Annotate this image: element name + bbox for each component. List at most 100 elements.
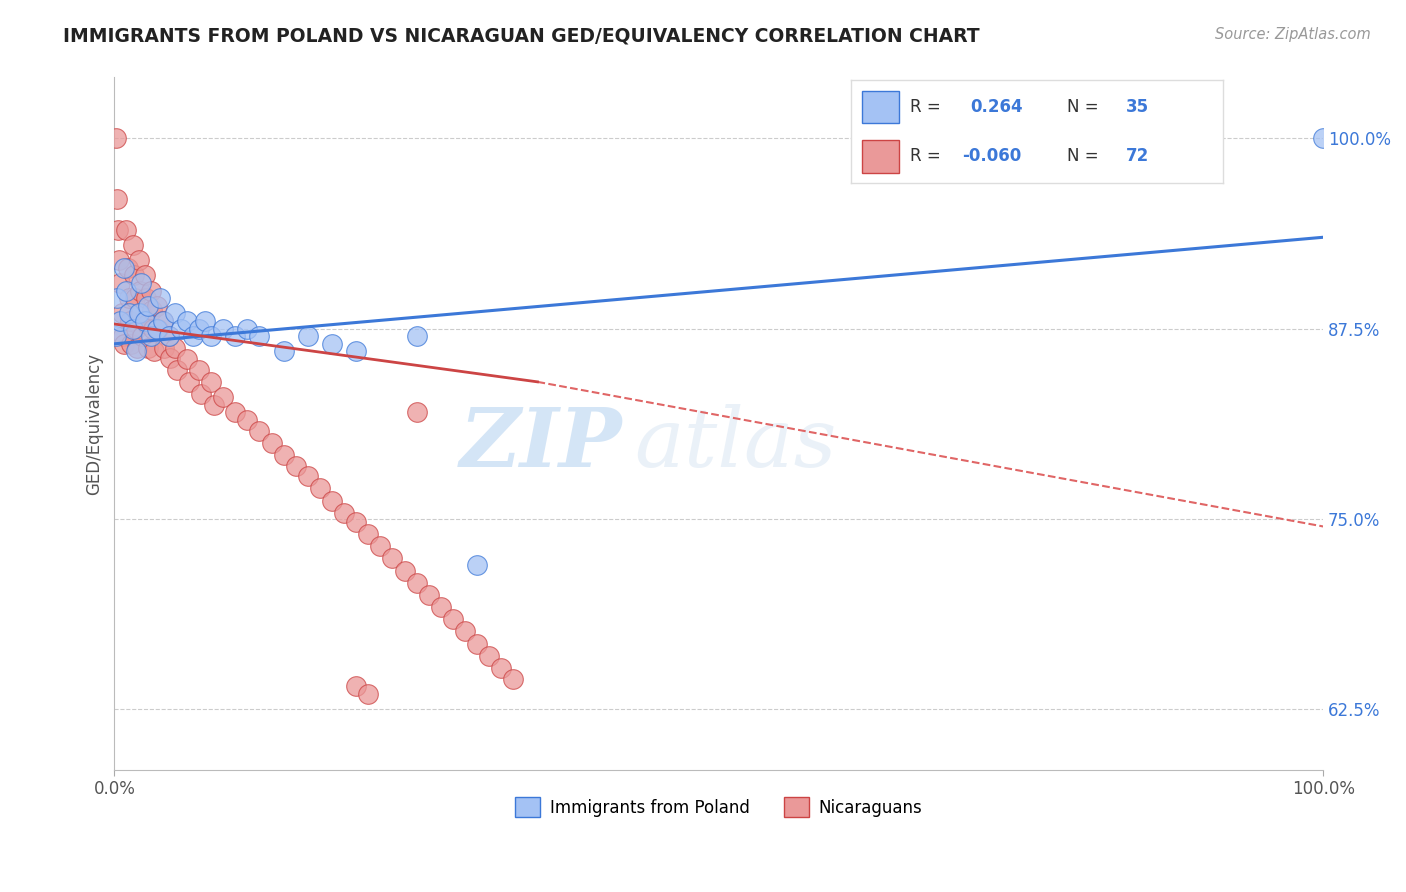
Point: [357, 687, 380, 701]
Point: [249, 329, 271, 343]
Point: [200, 329, 222, 343]
Point: [212, 390, 235, 404]
Point: [120, 336, 142, 351]
Point: [125, 321, 148, 335]
Point: [152, 314, 174, 328]
Point: [105, 192, 128, 206]
Point: [297, 469, 319, 483]
Point: [297, 329, 319, 343]
Point: [145, 321, 167, 335]
Point: [166, 362, 188, 376]
Point: [236, 413, 259, 427]
Text: atlas: atlas: [634, 404, 837, 484]
Point: [112, 260, 135, 275]
Point: [112, 336, 135, 351]
Point: [260, 435, 283, 450]
Point: [108, 253, 131, 268]
Point: [179, 375, 201, 389]
Point: [188, 321, 211, 335]
Point: [128, 284, 150, 298]
Point: [118, 306, 141, 320]
Point: [236, 321, 259, 335]
Point: [120, 314, 142, 328]
Point: [117, 260, 139, 275]
Point: [121, 321, 143, 335]
Point: [170, 321, 193, 335]
Point: [157, 329, 180, 343]
Point: [128, 306, 150, 320]
Text: R =: R =: [910, 147, 941, 165]
Point: [163, 342, 186, 356]
Point: [124, 291, 146, 305]
Point: [131, 329, 153, 343]
Point: [129, 306, 152, 320]
Point: [125, 344, 148, 359]
Point: [405, 575, 427, 590]
Point: [357, 527, 380, 541]
Point: [104, 329, 127, 343]
Point: [121, 238, 143, 252]
Point: [249, 424, 271, 438]
Point: [181, 329, 204, 343]
Text: 35: 35: [1126, 98, 1150, 116]
Point: [149, 291, 172, 305]
Point: [454, 624, 477, 639]
Point: [502, 672, 524, 686]
Point: [141, 303, 163, 318]
Point: [344, 515, 367, 529]
Point: [152, 314, 174, 328]
Point: [418, 588, 440, 602]
Point: [115, 222, 138, 236]
Point: [441, 612, 464, 626]
Point: [105, 291, 128, 305]
Point: [405, 329, 427, 343]
Point: [381, 551, 404, 566]
Point: [224, 329, 246, 343]
Legend: Immigrants from Poland, Nicaraguans: Immigrants from Poland, Nicaraguans: [509, 790, 929, 824]
Point: [159, 351, 181, 365]
Y-axis label: GED/Equivalency: GED/Equivalency: [86, 352, 103, 495]
Point: [139, 284, 162, 298]
Point: [142, 321, 165, 335]
Point: [344, 679, 367, 693]
Point: [370, 539, 392, 553]
Point: [115, 284, 138, 298]
Point: [176, 314, 198, 328]
Bar: [862, 91, 898, 123]
Point: [188, 362, 211, 376]
Text: ZIP: ZIP: [460, 404, 621, 484]
Bar: [862, 140, 898, 173]
Point: [111, 329, 134, 343]
Point: [122, 268, 145, 283]
Point: [143, 344, 166, 359]
Point: [135, 291, 157, 305]
Point: [273, 344, 295, 359]
Point: [136, 342, 159, 356]
Point: [309, 482, 332, 496]
Point: [333, 506, 356, 520]
Point: [129, 276, 152, 290]
Text: N =: N =: [1067, 147, 1098, 165]
Point: [321, 493, 343, 508]
Point: [1312, 131, 1334, 145]
Point: [394, 564, 416, 578]
Point: [176, 351, 198, 366]
Point: [212, 321, 235, 335]
Point: [136, 299, 159, 313]
Point: [110, 276, 132, 290]
Point: [163, 306, 186, 320]
Point: [344, 344, 367, 359]
Point: [429, 600, 451, 615]
Point: [489, 661, 512, 675]
Point: [194, 314, 217, 328]
Text: N =: N =: [1067, 98, 1098, 116]
Point: [139, 329, 162, 343]
Point: [136, 317, 159, 331]
Text: Source: ZipAtlas.com: Source: ZipAtlas.com: [1215, 27, 1371, 42]
Point: [134, 268, 156, 283]
Text: 72: 72: [1126, 147, 1150, 165]
Point: [465, 558, 488, 572]
Point: [153, 342, 176, 356]
Text: 0.264: 0.264: [970, 98, 1022, 116]
Point: [157, 329, 180, 343]
